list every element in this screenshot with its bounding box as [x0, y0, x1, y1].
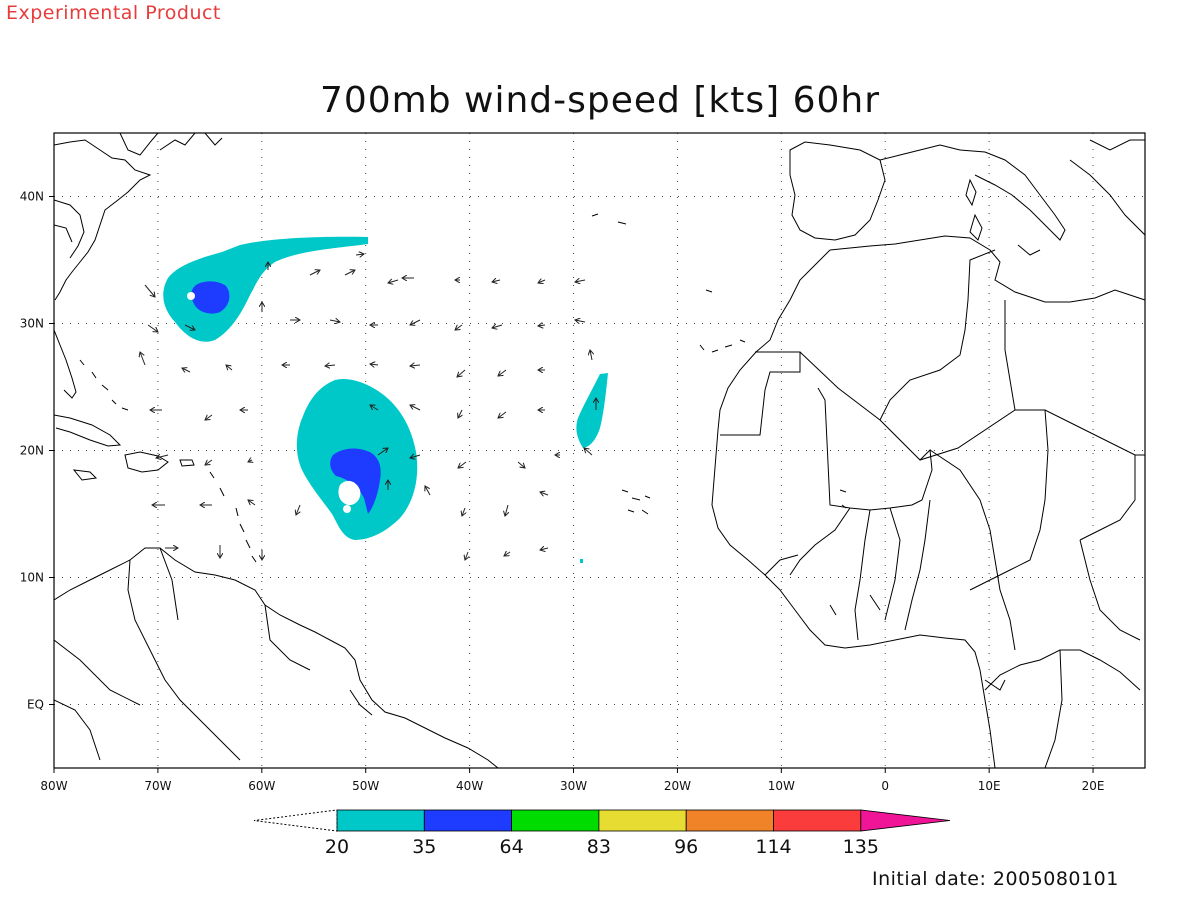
wind-vector: [575, 280, 586, 282]
wind-vector: [575, 320, 586, 322]
wind-vector: [410, 455, 421, 458]
wind-vector: [540, 548, 549, 550]
eastern-wave-20kt-area: [576, 373, 608, 448]
wind-vector: [498, 369, 507, 376]
coastlines: [54, 133, 1145, 768]
wind-vector: [410, 365, 421, 366]
wind-vector: [492, 280, 501, 282]
wind-vector: [205, 459, 213, 465]
y-tick-label: 40N: [20, 190, 44, 204]
wind-vector: [377, 448, 388, 456]
wind-vector: [465, 551, 468, 560]
map-title: 700mb wind-speed [kts] 60hr: [319, 80, 881, 121]
wind-vector: [140, 352, 146, 366]
colorbar-level-label: 20: [325, 836, 349, 858]
x-tick-label: 60W: [248, 779, 275, 793]
wind-vector: [538, 280, 546, 283]
wind-vector: [205, 414, 213, 420]
colorbar-upper-extension: [860, 809, 951, 832]
colorbar-level-label: 83: [587, 836, 611, 858]
central-hurricane-eye: [338, 480, 361, 506]
colorbar-level-label: 114: [755, 836, 791, 858]
colorbar-segment: [773, 809, 862, 832]
y-tick-label: EQ: [27, 698, 44, 712]
wind-vector: [184, 324, 195, 330]
wind-vector: [517, 461, 525, 468]
x-tick-label: 20E: [1082, 779, 1105, 793]
wind-vector: [425, 486, 431, 496]
x-tick-label: 50W: [352, 779, 379, 793]
x-tick-label: 40W: [456, 779, 483, 793]
wind-vector: [147, 324, 158, 332]
colorbar-level-label: 135: [843, 836, 879, 858]
wind-vector: [504, 552, 511, 556]
latitude-ticks: 40N 30N 20N 10N EQ: [20, 190, 54, 712]
wind-vector: [462, 507, 465, 516]
wind-vector: [344, 270, 355, 276]
x-tick-label: 30W: [560, 779, 587, 793]
wind-vector: [410, 319, 421, 325]
central-hurricane-35kt-core: [330, 448, 381, 514]
wind-vector: [355, 254, 364, 255]
wind-vector: [505, 504, 508, 516]
wind-vector: [296, 504, 300, 515]
wind-shading: [163, 236, 608, 563]
y-tick-label: 30N: [20, 317, 44, 331]
northern-system-hole: [187, 292, 195, 300]
colorbar-segment: [511, 809, 600, 832]
wind-vector: [388, 280, 399, 283]
wind-vector: [156, 455, 169, 458]
x-tick-label: 10E: [978, 779, 1001, 793]
x-tick-label: 0: [881, 779, 889, 793]
wind-vector: [370, 364, 379, 365]
wind-vector: [590, 350, 592, 361]
colorbar-segment: [685, 809, 774, 832]
wind-vectors: [140, 254, 596, 560]
wind-vector: [458, 461, 467, 468]
map-frame: [53, 132, 1146, 769]
colorbar-level-label: 64: [500, 836, 524, 858]
northern-system-35kt-core: [191, 281, 230, 314]
wind-vector: [248, 500, 256, 506]
colorbar-segment: [423, 809, 512, 832]
eastern-wave-speck: [580, 559, 583, 563]
northern-system-20kt-area: [163, 236, 368, 342]
central-hurricane-eye-fragment: [343, 505, 351, 513]
wind-vector: [492, 325, 503, 328]
x-tick-label: 10W: [768, 779, 795, 793]
wind-vector: [182, 368, 191, 372]
colorbar-segment: [598, 809, 687, 832]
lat-lon-grid: [54, 133, 1145, 768]
x-tick-label: 20W: [664, 779, 691, 793]
wind-vector: [584, 448, 593, 456]
wind-vector: [455, 324, 463, 330]
wind-vector: [226, 365, 233, 370]
wind-vector: [309, 270, 320, 276]
experimental-product-label: Experimental Product: [6, 2, 221, 24]
colorbar-segment: [336, 809, 425, 832]
wind-vector: [248, 460, 252, 462]
wind-vector: [458, 409, 462, 418]
colorbar-level-label: 96: [674, 836, 698, 858]
colorbar-level-label: 35: [412, 836, 436, 858]
wind-vector: [498, 411, 507, 418]
x-tick-label: 80W: [40, 779, 67, 793]
wind-vector: [410, 405, 421, 411]
wind-vector: [370, 405, 379, 411]
wind-vector: [457, 369, 466, 377]
colorbar-lower-extension: [253, 809, 338, 832]
wind-vector: [538, 325, 546, 326]
y-tick-label: 20N: [20, 444, 44, 458]
wind-vector: [325, 365, 336, 366]
longitude-ticks: 80W 70W 60W 50W 40W 30W 20W 10W 0 10E 20E: [40, 768, 1104, 793]
wind-vector: [540, 492, 549, 495]
initial-date-label: Initial date: 2005080101: [872, 868, 1119, 890]
y-tick-label: 10N: [20, 571, 44, 585]
wind-vector: [144, 284, 155, 297]
wind-vector: [329, 320, 340, 322]
wind-speed-colorbar: 20 35 64 83 96 114 135: [253, 809, 951, 858]
x-tick-label: 70W: [144, 779, 171, 793]
